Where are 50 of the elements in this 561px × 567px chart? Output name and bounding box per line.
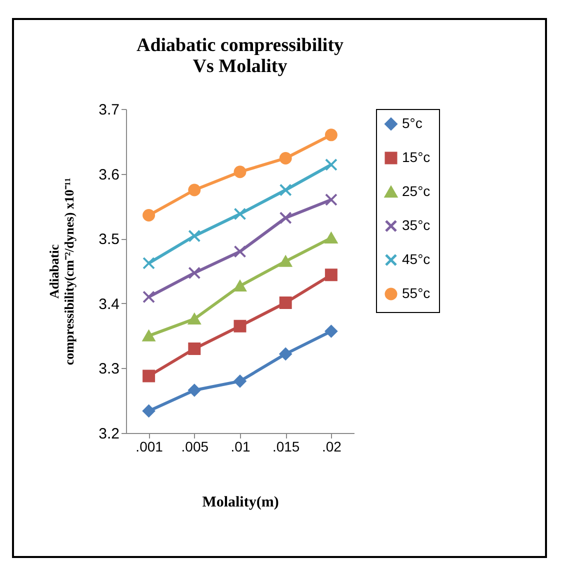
point [188, 342, 201, 356]
x-tick-label: .001 [136, 438, 164, 454]
point [324, 128, 338, 142]
point [142, 290, 156, 304]
x-tick-label: .005 [181, 438, 209, 454]
legend-label: 45°c [402, 251, 430, 267]
x-tick-label: .01 [230, 438, 250, 454]
point [188, 230, 201, 242]
x-axis-title: Molality(m) [202, 494, 279, 510]
legend-label: 25°c [402, 183, 430, 199]
point [324, 193, 338, 206]
y-tick-label: 3.5 [98, 231, 120, 248]
point [234, 245, 246, 258]
point [188, 313, 201, 324]
point [279, 212, 292, 224]
y-axis-title: Adiabatic compressibility(cm⁻²/dynes) x10⁻¹¹ [46, 178, 77, 366]
point [142, 404, 156, 418]
point [324, 158, 338, 171]
point [188, 266, 201, 280]
chart-title: Adiabatic compressibility Vs Molality [136, 35, 344, 77]
point [142, 330, 156, 342]
point [324, 232, 338, 244]
x-tick-label: .02 [322, 438, 342, 454]
point [142, 209, 156, 222]
point [279, 296, 292, 309]
point [234, 374, 246, 388]
point [279, 152, 292, 164]
point [324, 268, 338, 282]
legend-label: 35°c [402, 217, 430, 233]
legend-label: 15°c [402, 149, 430, 165]
point [142, 256, 156, 270]
point [188, 184, 201, 196]
point [142, 370, 156, 382]
point [188, 384, 201, 396]
y-tick-label: 3.6 [98, 166, 120, 184]
y-tick-label: 3.2 [98, 426, 120, 442]
y-tick-label: 3.3 [98, 360, 120, 378]
point [279, 348, 292, 360]
point [234, 208, 246, 220]
y-tick-label: 3.7 [98, 102, 120, 118]
point [234, 166, 246, 178]
legend-label: 5°c [402, 115, 422, 131]
legend-label: 55°c [402, 285, 430, 301]
point [279, 256, 292, 267]
point [324, 325, 338, 338]
point [234, 280, 246, 292]
y-tick-label: 3.4 [98, 296, 120, 313]
point [279, 184, 292, 196]
point [234, 320, 246, 332]
x-tick-label: .015 [272, 438, 300, 454]
